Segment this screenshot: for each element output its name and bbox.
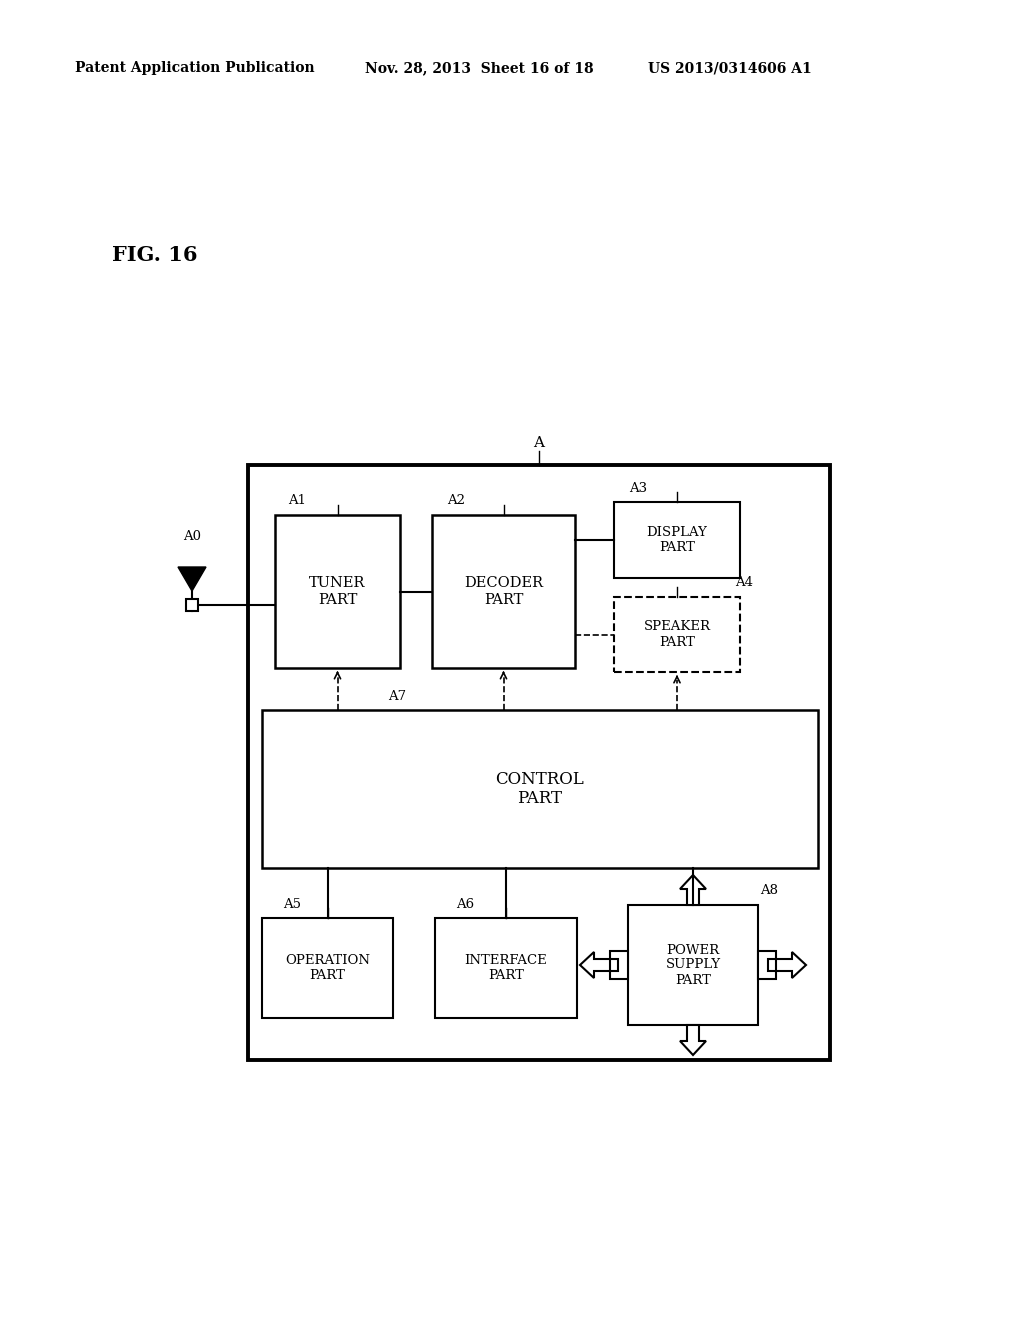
- Text: A6: A6: [456, 898, 474, 911]
- Polygon shape: [680, 875, 706, 906]
- Text: FIG. 16: FIG. 16: [112, 246, 198, 265]
- Text: A3: A3: [629, 482, 647, 495]
- Text: A4: A4: [735, 577, 753, 590]
- Text: A5: A5: [283, 898, 301, 911]
- Text: Nov. 28, 2013  Sheet 16 of 18: Nov. 28, 2013 Sheet 16 of 18: [365, 61, 594, 75]
- Text: A2: A2: [447, 495, 465, 507]
- Polygon shape: [758, 950, 776, 979]
- Text: INTERFACE
PART: INTERFACE PART: [465, 954, 548, 982]
- Bar: [186, 599, 198, 611]
- Text: A1: A1: [288, 495, 306, 507]
- Bar: [432, 515, 575, 668]
- Polygon shape: [178, 568, 206, 591]
- Text: SPEAKER
PART: SPEAKER PART: [643, 620, 711, 648]
- Text: A: A: [534, 436, 545, 450]
- Polygon shape: [776, 952, 806, 978]
- Bar: [628, 906, 758, 1026]
- Bar: [614, 597, 740, 672]
- Text: DECODER
PART: DECODER PART: [464, 577, 543, 607]
- Text: TUNER
PART: TUNER PART: [309, 577, 366, 607]
- Bar: [275, 515, 400, 668]
- Bar: [435, 917, 577, 1018]
- Polygon shape: [680, 1026, 706, 1055]
- Text: DISPLAY
PART: DISPLAY PART: [646, 525, 708, 554]
- Text: A0: A0: [183, 531, 201, 544]
- Text: POWER
SUPPLY
PART: POWER SUPPLY PART: [666, 944, 721, 986]
- Text: OPERATION
PART: OPERATION PART: [285, 954, 370, 982]
- Bar: [262, 917, 393, 1018]
- Bar: [248, 465, 830, 1060]
- Text: CONTROL
PART: CONTROL PART: [496, 771, 585, 808]
- Polygon shape: [580, 952, 610, 978]
- Bar: [614, 502, 740, 578]
- Text: A7: A7: [388, 689, 407, 702]
- Text: A8: A8: [760, 884, 778, 898]
- Bar: [262, 710, 818, 869]
- Text: US 2013/0314606 A1: US 2013/0314606 A1: [648, 61, 812, 75]
- Polygon shape: [610, 950, 628, 979]
- Text: Patent Application Publication: Patent Application Publication: [75, 61, 314, 75]
